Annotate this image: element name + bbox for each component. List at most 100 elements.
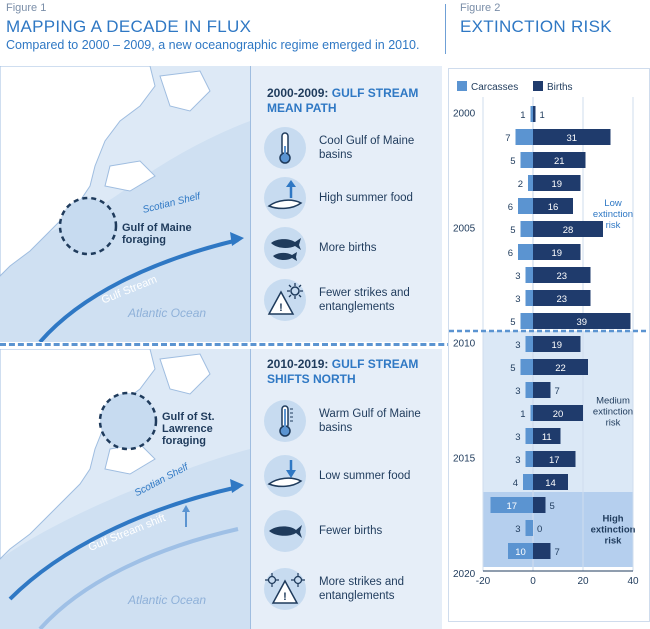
data-label-births: 39	[576, 317, 587, 328]
bottom-legend-item-births-text: Fewer births	[319, 525, 383, 537]
bar-carcasses	[518, 198, 533, 214]
data-label-carcasses: 5	[510, 317, 515, 328]
bar-births	[533, 198, 573, 214]
data-label-births: 28	[563, 225, 574, 236]
top-legend-item-hazard: ! Fewer strikes and entanglements	[263, 278, 441, 322]
year-tick-label: 2015	[453, 454, 476, 465]
data-label-carcasses: 5	[510, 225, 515, 236]
hazard-many-icon: !	[264, 568, 306, 610]
bottom-former-stream-arrow	[38, 527, 239, 629]
bottom-legend-item-hazard-text: More strikes and entanglements	[319, 576, 405, 602]
bar-births	[533, 474, 568, 490]
top-legend-item-temperature-text: Cool Gulf of Maine basins	[319, 135, 415, 161]
bar-births	[533, 543, 551, 559]
x-tick-label: 20	[577, 576, 589, 587]
data-label-births: 23	[556, 294, 567, 305]
figure2-title: EXTINCTION RISK	[460, 17, 612, 36]
header-rule	[445, 4, 446, 54]
data-label-carcasses: 3	[515, 294, 520, 305]
data-label-carcasses: 5	[510, 156, 515, 167]
top-legend-item-births-text: More births	[319, 242, 377, 254]
bar-carcasses	[520, 152, 533, 168]
bar-births	[533, 221, 603, 237]
data-label-births: 16	[548, 202, 559, 213]
bar-births	[533, 175, 581, 191]
year-tick-label: 2020	[453, 569, 476, 580]
top-foraging-circle	[58, 196, 118, 256]
data-label-births: 11	[542, 432, 552, 443]
bar-births	[533, 313, 631, 329]
bar-carcasses	[518, 244, 533, 260]
bottom-legend-item-food-text: Low summer food	[319, 470, 411, 482]
bar-carcasses	[530, 106, 533, 122]
figure1-label: Figure 1	[6, 2, 47, 14]
legend-swatch	[533, 81, 543, 91]
top-legend-item-hazard-text: Fewer strikes and entanglements	[319, 287, 410, 313]
bar-carcasses	[528, 175, 533, 191]
chart-svg: LowextinctionriskMediumextinctionriskHig…	[449, 81, 649, 587]
year-tick-label: 2005	[453, 224, 476, 235]
data-label-carcasses: 1	[520, 409, 525, 420]
data-label-births: 19	[551, 179, 562, 190]
data-label-carcasses: 10	[515, 547, 526, 558]
bottom-foraging-label: Gulf of St. Lawrence foraging	[162, 411, 215, 447]
top-legend-title-hl1: GULF STREAM	[331, 86, 419, 100]
single-whale-icon	[264, 510, 306, 552]
bar-births	[533, 336, 581, 352]
bar-carcasses	[520, 221, 533, 237]
bottom-legend: 2010-2019: GULF STREAM SHIFTS NORTH Warm…	[250, 349, 442, 629]
data-label-births: 19	[551, 248, 562, 259]
extinction-risk-chart: Low extinction risk Medium extinction risk Hig…	[448, 68, 650, 622]
data-label-carcasses: 6	[508, 248, 513, 259]
top-foraging-label: Gulf of Maine foraging	[122, 222, 192, 246]
food-down-icon	[264, 455, 306, 497]
data-label-carcasses: 3	[515, 524, 520, 535]
risk-band-label: Medium	[596, 396, 630, 407]
svg-text:!: !	[283, 591, 287, 603]
bottom-legend-item-temperature: Warm Gulf of Maine basins	[263, 399, 441, 443]
data-label-births: 17	[549, 455, 560, 466]
data-label-carcasses: 1	[520, 110, 525, 121]
data-label-carcasses: 2	[518, 179, 523, 190]
risk-band-label: risk	[605, 536, 623, 547]
top-panel: Gulf of Maine foraging Scotian Shelf Gul…	[0, 66, 442, 342]
data-label-births: 20	[553, 409, 564, 420]
bottom-legend-item-temperature-text: Warm Gulf of Maine basins	[319, 408, 421, 434]
data-label-births: 21	[554, 156, 565, 167]
risk-band-label: High	[602, 514, 623, 525]
legend-label: Carcasses	[471, 82, 518, 93]
bar-carcasses	[525, 290, 533, 306]
bottom-map-svg	[0, 349, 250, 629]
top-ocean-label: Atlantic Ocean	[128, 306, 207, 320]
data-label-carcasses: 4	[513, 478, 518, 489]
bar-carcasses	[525, 382, 533, 398]
risk-band-label: risk	[606, 220, 621, 231]
data-label-births: 0	[537, 524, 542, 535]
figure1-subtitle: Compared to 2000 – 2009, a new oceanogra…	[6, 38, 420, 52]
bar-carcasses	[520, 359, 533, 375]
bottom-gulfstream-arrow	[8, 485, 239, 601]
data-label-births: 19	[551, 340, 562, 351]
bottom-legend-title: 2010-2019: GULF STREAM SHIFTS NORTH	[267, 357, 418, 387]
bar-births	[533, 405, 583, 421]
year-tick-label: 2010	[453, 339, 476, 350]
risk-band-label: extinction	[591, 525, 636, 536]
data-label-carcasses: 3	[515, 271, 520, 282]
whale-pair-icon	[264, 227, 306, 269]
risk-band-label: extinction	[593, 407, 633, 418]
data-label-births: 22	[555, 363, 566, 374]
bottom-legend-title-hl2: SHIFTS NORTH	[267, 372, 356, 386]
hazard-icon: !	[264, 279, 306, 321]
bar-births	[533, 129, 611, 145]
top-legend-item-temperature: Cool Gulf of Maine basins	[263, 126, 441, 170]
regime-divider	[0, 343, 650, 346]
bar-carcasses	[515, 129, 533, 145]
data-label-carcasses: 17	[506, 501, 517, 512]
risk-band-label: extinction	[593, 209, 633, 220]
bar-births	[533, 359, 588, 375]
bar-carcasses	[530, 405, 533, 421]
top-map-svg	[0, 66, 250, 342]
bar-carcasses	[523, 474, 533, 490]
x-tick-label: 40	[627, 576, 639, 587]
top-gulfstream-arrow	[38, 238, 239, 342]
